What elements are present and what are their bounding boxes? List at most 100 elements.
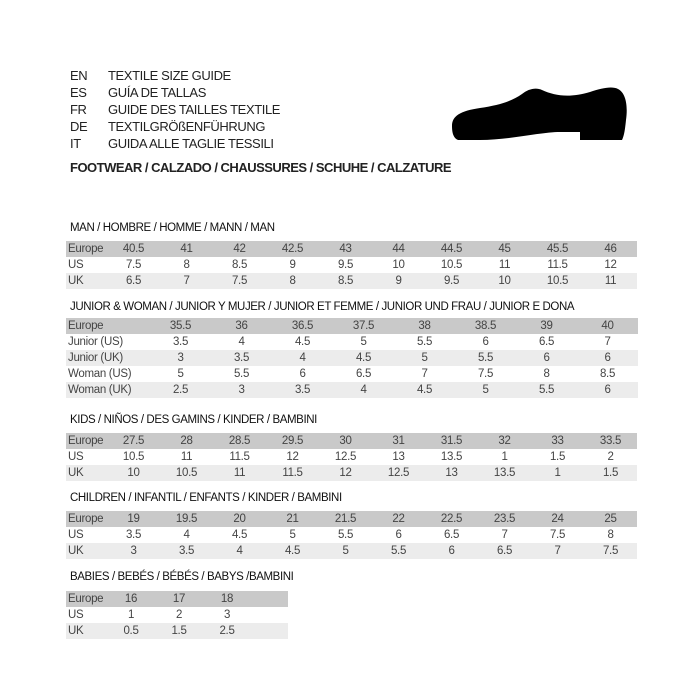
size-cell: 13.5 xyxy=(425,449,478,465)
size-cell: 1 xyxy=(478,449,531,465)
size-table-children: Europe 19 19.5 20 21 21.5 22 22.5 23.5 24 25 US 3.5 4… xyxy=(66,511,637,559)
table-row: UK 10 10.5 11 11.5 12 12.5 13 13.5 1 1.5 xyxy=(66,465,637,481)
size-cell: 10 xyxy=(372,257,425,273)
size-cell: 45.5 xyxy=(531,241,584,257)
section-title-babies: BABIES / BEBÉS / BÉBÉS / BABYS /BAMBINI xyxy=(70,571,294,583)
row-label: UK xyxy=(66,623,107,639)
table-row: US 10.5 11 11.5 12 12.5 13 13.5 1 1.5 2 xyxy=(66,449,637,465)
lang-code: FR xyxy=(70,102,87,117)
size-cell: 35.5 xyxy=(150,318,211,334)
size-cell: 5.5 xyxy=(319,527,372,543)
size-cell: 27.5 xyxy=(107,433,160,449)
size-cell: 10.5 xyxy=(107,449,160,465)
size-cell: 2.5 xyxy=(203,623,251,639)
table-header-row: Europe 27.5 28 28.5 29.5 30 31 31.5 32 33 33.5 xyxy=(66,433,637,449)
row-label: Europe xyxy=(66,241,107,257)
size-cell: 16 xyxy=(107,591,155,607)
size-cell: 3 xyxy=(150,350,211,366)
table-row: US 7.5 8 8.5 9 9.5 10 10.5 11 11.5 12 xyxy=(66,257,637,273)
table-row: Junior (US) 3.5 4 4.5 5 5.5 6 6.5 7 xyxy=(66,334,638,350)
size-cell: 12 xyxy=(266,449,319,465)
section-title-man: MAN / HOMBRE / HOMME / MANN / MAN xyxy=(70,222,275,234)
size-cell: 19.5 xyxy=(160,511,213,527)
size-cell: 39 xyxy=(516,318,577,334)
size-cell: 23.5 xyxy=(478,511,531,527)
lang-title: TEXTILE SIZE GUIDE xyxy=(108,68,231,83)
table-row: UK 0.5 1.5 2.5 xyxy=(66,623,288,639)
size-cell: 7.5 xyxy=(455,366,516,382)
size-cell: 2 xyxy=(584,449,637,465)
size-cell: 6.5 xyxy=(478,543,531,559)
size-cell: 4 xyxy=(213,543,266,559)
size-cell: 3 xyxy=(203,607,251,623)
size-cell: 8 xyxy=(160,257,213,273)
row-label: Europe xyxy=(66,318,150,334)
size-cell: 7.5 xyxy=(531,527,584,543)
size-cell: 3 xyxy=(211,382,272,398)
row-label: Junior (UK) xyxy=(66,350,150,366)
size-cell: 9 xyxy=(266,257,319,273)
size-cell: 20 xyxy=(213,511,266,527)
size-cell: 5.5 xyxy=(455,350,516,366)
size-cell: 32 xyxy=(478,433,531,449)
section-title-kids: KIDS / NIÑOS / DES GAMINS / KINDER / BAM… xyxy=(70,414,317,426)
size-cell: 11 xyxy=(584,273,637,289)
size-cell: 44 xyxy=(372,241,425,257)
size-cell: 5.5 xyxy=(372,543,425,559)
size-cell: 6 xyxy=(455,334,516,350)
size-cell: 36.5 xyxy=(272,318,333,334)
size-cell: 1.5 xyxy=(155,623,203,639)
size-cell: 19 xyxy=(107,511,160,527)
lang-title: GUIDA ALLE TAGLIE TESSILI xyxy=(108,136,274,151)
row-label: UK xyxy=(66,465,107,481)
size-cell: 40 xyxy=(577,318,638,334)
table-row: Woman (UK) 2.5 3 3.5 4 4.5 5 5.5 6 xyxy=(66,382,638,398)
size-cell: 7 xyxy=(577,334,638,350)
table-row: US 1 2 3 xyxy=(66,607,288,623)
size-cell: 5 xyxy=(266,527,319,543)
size-cell: 6.5 xyxy=(425,527,478,543)
size-cell: 13 xyxy=(372,449,425,465)
table-header-row: Europe 40.5 41 42 42.5 43 44 44.5 45 45.5 46 xyxy=(66,241,637,257)
size-cell: 7.5 xyxy=(584,543,637,559)
size-cell: 25 xyxy=(584,511,637,527)
size-cell: 11 xyxy=(478,257,531,273)
row-label: Europe xyxy=(66,433,107,449)
lang-code: EN xyxy=(70,68,88,83)
size-cell: 7 xyxy=(160,273,213,289)
size-cell: 3.5 xyxy=(107,527,160,543)
size-cell: 5.5 xyxy=(394,334,455,350)
size-cell: 24 xyxy=(531,511,584,527)
size-cell: 8 xyxy=(266,273,319,289)
table-row: Woman (US) 5 5.5 6 6.5 7 7.5 8 8.5 xyxy=(66,366,638,382)
row-label: Europe xyxy=(66,511,107,527)
filler-cell xyxy=(251,623,288,639)
size-cell: 28.5 xyxy=(213,433,266,449)
filler-cell xyxy=(251,591,288,607)
size-cell: 31 xyxy=(372,433,425,449)
lang-code: IT xyxy=(70,136,81,151)
size-cell: 12 xyxy=(584,257,637,273)
section-title-junior-woman: JUNIOR & WOMAN / JUNIOR Y MUJER / JUNIOR… xyxy=(70,301,575,313)
size-cell: 37.5 xyxy=(333,318,394,334)
lang-es: ES GUÍA DE TALLAS xyxy=(70,84,206,101)
table-header-row: Europe 35.5 36 36.5 37.5 38 38.5 39 40 xyxy=(66,318,638,334)
footwear-heading: FOOTWEAR / CALZADO / CHAUSSURES / SCHUHE… xyxy=(70,160,452,175)
size-cell: 6 xyxy=(272,366,333,382)
size-cell: 8.5 xyxy=(319,273,372,289)
size-cell: 8 xyxy=(584,527,637,543)
row-label: US xyxy=(66,449,107,465)
row-label: UK xyxy=(66,273,107,289)
size-cell: 6 xyxy=(577,382,638,398)
size-cell: 4.5 xyxy=(213,527,266,543)
size-cell: 22.5 xyxy=(425,511,478,527)
size-table-babies: Europe 16 17 18 US 1 2 3 UK 0.5 1.5 2.5 xyxy=(66,591,288,639)
size-cell: 1.5 xyxy=(584,465,637,481)
size-cell: 6 xyxy=(372,527,425,543)
row-label: US xyxy=(66,527,107,543)
lang-it: IT GUIDA ALLE TAGLIE TESSILI xyxy=(70,135,274,152)
size-cell: 8 xyxy=(516,366,577,382)
size-cell: 0.5 xyxy=(107,623,155,639)
table-header-row: Europe 19 19.5 20 21 21.5 22 22.5 23.5 24 25 xyxy=(66,511,637,527)
size-cell: 8.5 xyxy=(577,366,638,382)
